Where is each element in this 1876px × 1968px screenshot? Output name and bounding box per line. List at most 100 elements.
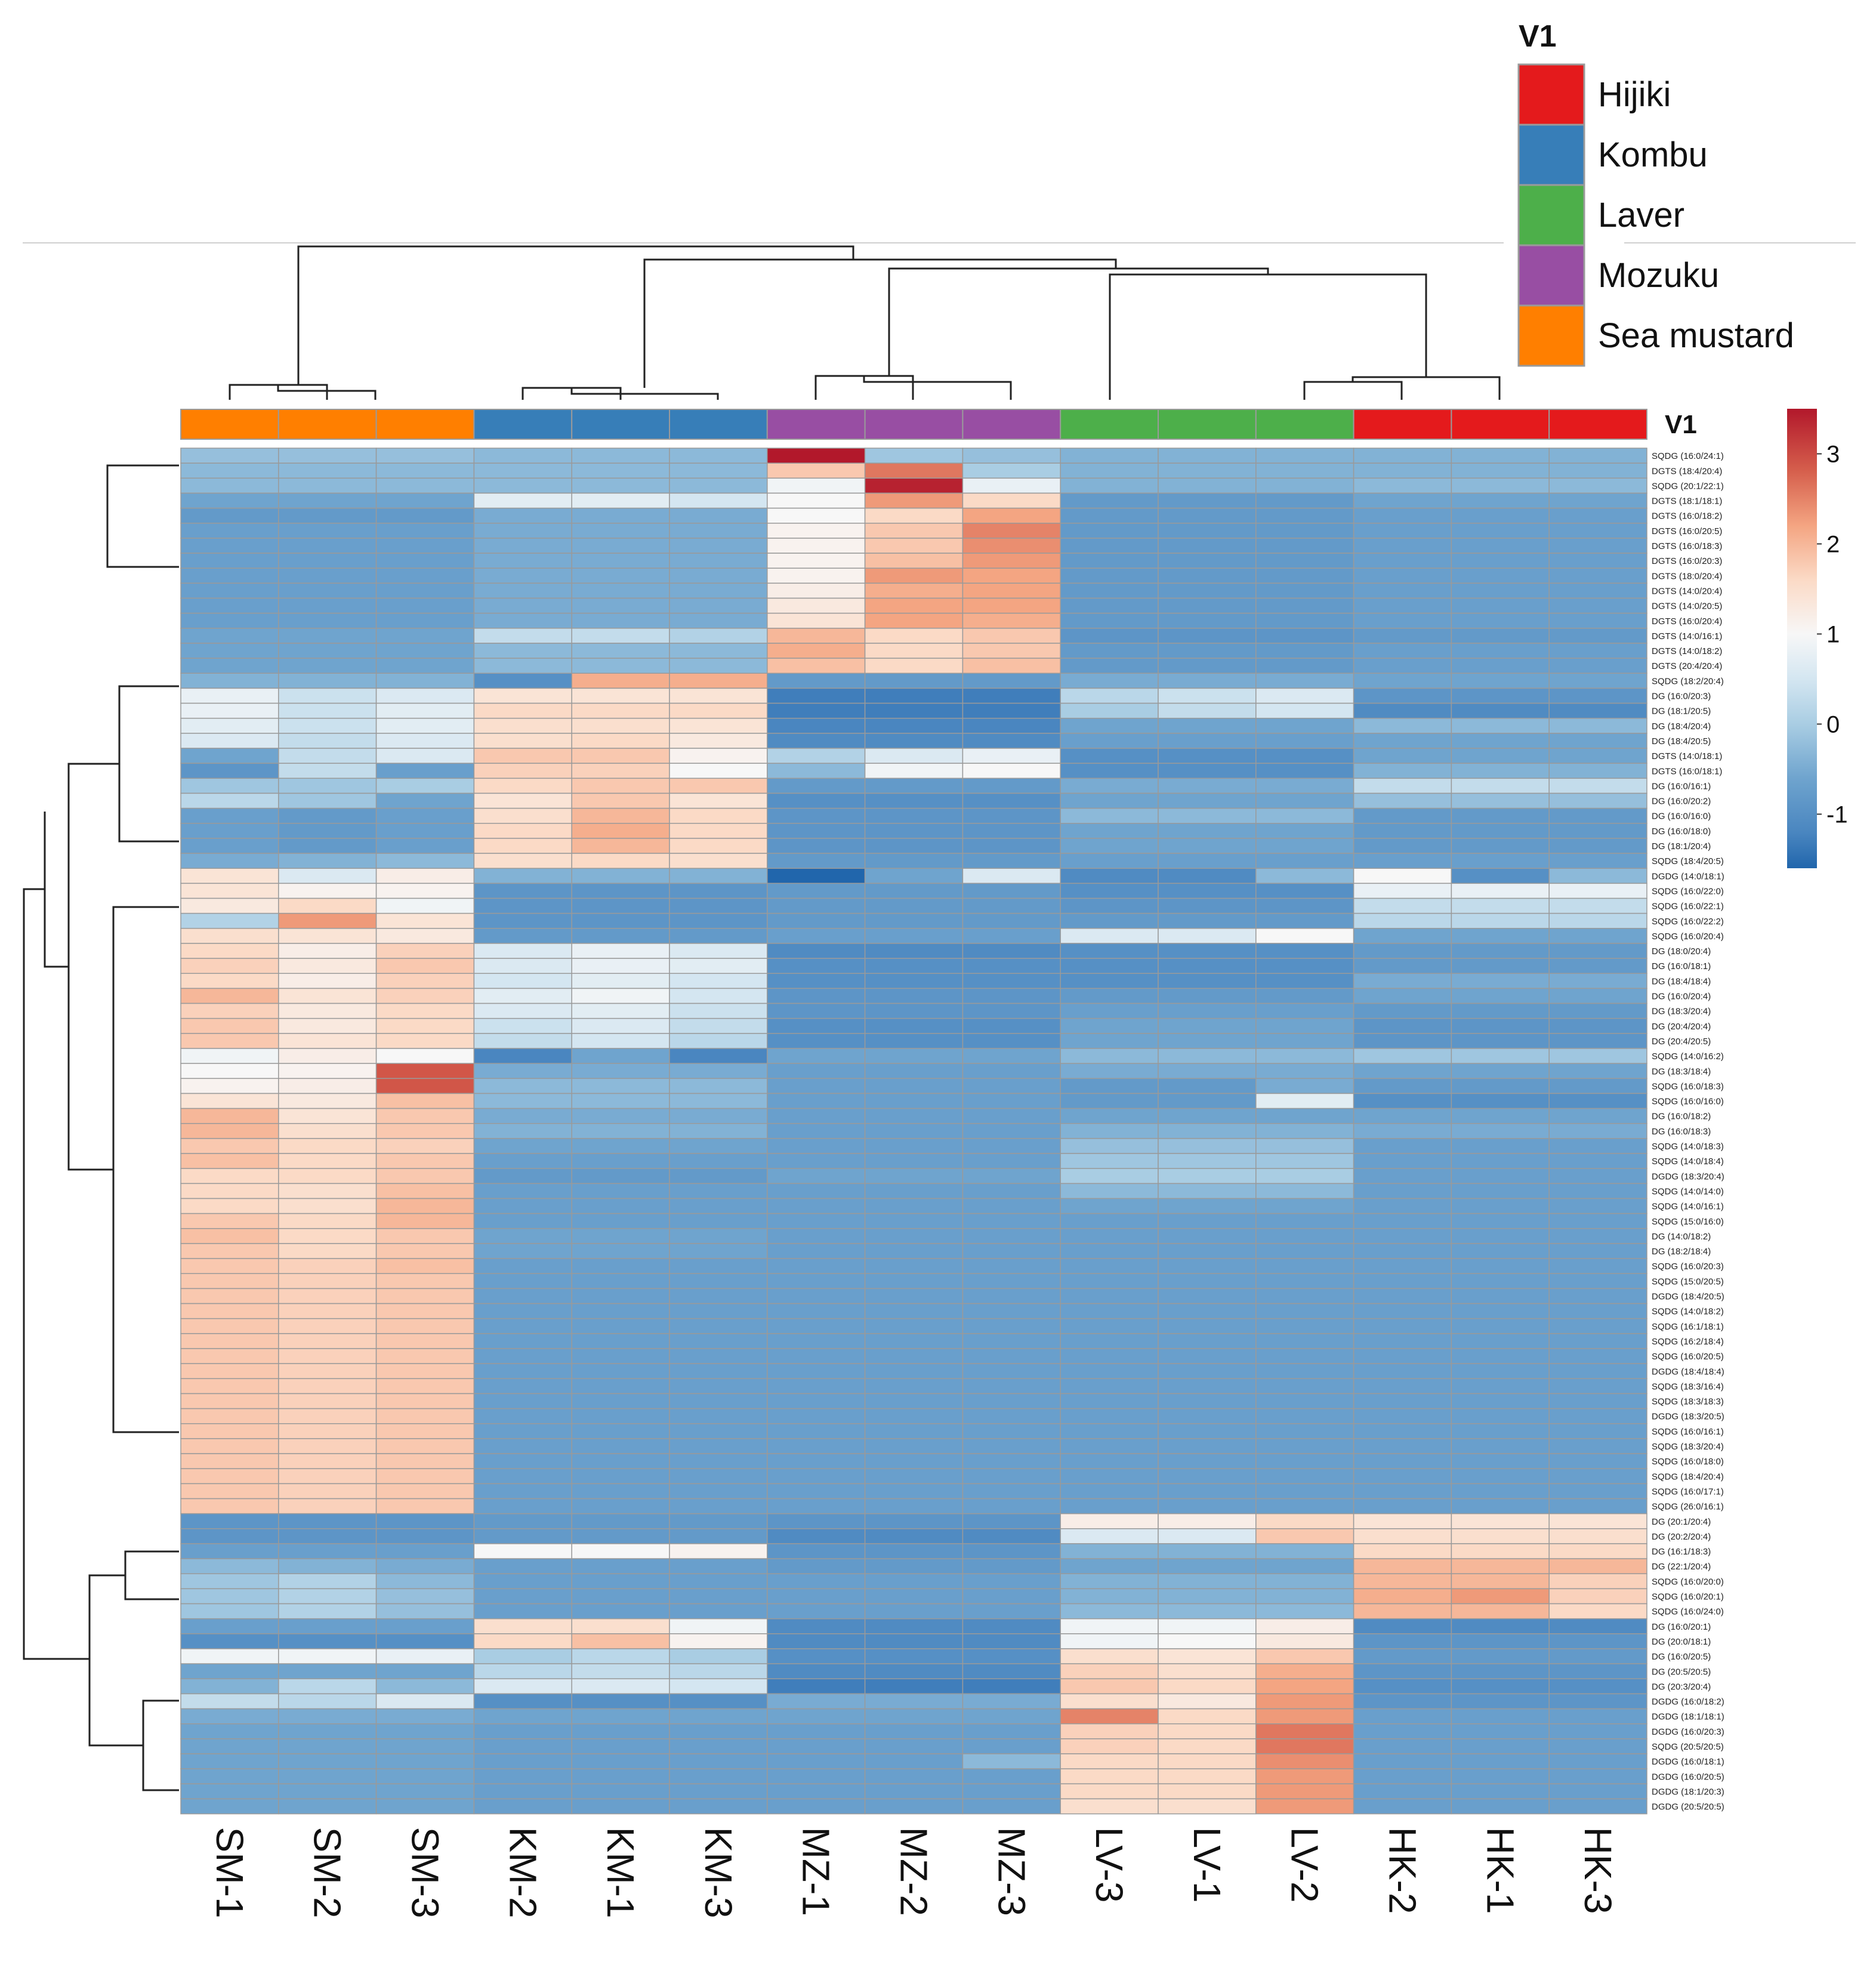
heatmap-cell: [278, 523, 377, 539]
heatmap-cell: [278, 507, 377, 524]
heatmap-cell: [669, 1228, 768, 1244]
heatmap-cell: [1255, 1378, 1354, 1395]
heatmap-cell: [1548, 1783, 1647, 1800]
heatmap-cell: [1451, 943, 1550, 959]
heatmap-cell: [278, 1528, 377, 1544]
heatmap-cell: [767, 1228, 866, 1244]
heatmap-cell: [1451, 1378, 1550, 1395]
heatmap-cell: [1060, 897, 1159, 914]
heatmap-cell: [1255, 1633, 1354, 1649]
heatmap-cell: [1060, 1633, 1159, 1649]
heatmap-cell: [864, 1588, 964, 1605]
heatmap-cell: [375, 523, 475, 539]
annotation-cell: [766, 409, 866, 440]
row-label: SQDG (18:4/20:5): [1652, 856, 1724, 866]
heatmap-cell: [864, 1363, 964, 1380]
heatmap-cell: [1353, 1498, 1452, 1514]
heatmap-cell: [1060, 477, 1159, 494]
heatmap-cell: [1548, 477, 1647, 494]
heatmap-cell: [1060, 1708, 1159, 1725]
heatmap-cell: [864, 1318, 964, 1334]
heatmap-cell: [571, 1483, 670, 1500]
heatmap-cell: [375, 838, 475, 854]
heatmap-cell: [1158, 492, 1257, 509]
heatmap-cell: [1255, 1798, 1354, 1815]
heatmap-cell: [375, 988, 475, 1004]
heatmap-cell: [180, 1648, 279, 1664]
heatmap-cell: [473, 943, 572, 959]
heatmap-cell: [278, 792, 377, 809]
heatmap-cell: [1060, 1273, 1159, 1290]
heatmap-cell: [962, 748, 1061, 764]
heatmap-cell: [1158, 1348, 1257, 1364]
heatmap-cell: [962, 1318, 1061, 1334]
heatmap-cell: [180, 673, 279, 689]
heatmap-cell: [669, 1453, 768, 1469]
heatmap-cell: [571, 733, 670, 749]
heatmap-cell: [864, 492, 964, 509]
heatmap-cell: [962, 477, 1061, 494]
heatmap-cell: [864, 1693, 964, 1710]
heatmap-cell: [473, 1468, 572, 1485]
row-label: SQDG (16:0/18:3): [1652, 1081, 1724, 1091]
heatmap-cell: [1451, 507, 1550, 524]
heatmap-cell: [571, 1213, 670, 1229]
heatmap-cell: [571, 582, 670, 599]
heatmap-cell: [473, 1663, 572, 1680]
heatmap-cell: [669, 943, 768, 959]
heatmap-cell: [1255, 1528, 1354, 1544]
heatmap-cell: [1451, 628, 1550, 644]
heatmap-cell: [669, 1078, 768, 1094]
heatmap-cell: [1353, 1753, 1452, 1769]
heatmap-cell: [571, 1618, 670, 1634]
heatmap-cell: [1353, 792, 1452, 809]
heatmap-cell: [180, 1017, 279, 1034]
heatmap-cell: [571, 853, 670, 869]
heatmap-cell: [767, 883, 866, 899]
annotation-cell: [375, 409, 475, 440]
row-label: DGTS (18:4/20:4): [1652, 466, 1722, 476]
heatmap-cell: [962, 1753, 1061, 1769]
heatmap-cell: [767, 1108, 866, 1124]
heatmap-cell: [1158, 792, 1257, 809]
heatmap-cell: [1353, 1708, 1452, 1725]
heatmap-cell: [473, 1213, 572, 1229]
heatmap-cell: [1451, 658, 1550, 674]
heatmap-cell: [180, 1213, 279, 1229]
heatmap-cell: [473, 1002, 572, 1019]
heatmap-cell: [962, 717, 1061, 734]
heatmap-cell: [1548, 553, 1647, 569]
heatmap-cell: [278, 1348, 377, 1364]
heatmap-cell: [1353, 897, 1452, 914]
heatmap-cell: [1060, 823, 1159, 839]
heatmap-cell: [1060, 1618, 1159, 1634]
heatmap-cell: [1060, 597, 1159, 614]
heatmap-cell: [1548, 1768, 1647, 1785]
heatmap-cell: [473, 1228, 572, 1244]
heatmap-cell: [375, 1648, 475, 1664]
heatmap-cell: [375, 853, 475, 869]
heatmap-cell: [571, 1678, 670, 1695]
row-dendrogram: [23, 464, 179, 1791]
heatmap-cell: [1060, 492, 1159, 509]
heatmap-cell: [1158, 1573, 1257, 1590]
heatmap-cell: [1255, 988, 1354, 1004]
heatmap-cell: [1255, 1153, 1354, 1169]
heatmap-cell: [1255, 1093, 1354, 1109]
heatmap-cell: [1158, 523, 1257, 539]
heatmap-cell: [1548, 1243, 1647, 1259]
heatmap-cell: [669, 523, 768, 539]
row-label: SQDG (16:0/20:0): [1652, 1577, 1724, 1587]
row-label: SQDG (16:1/18:1): [1652, 1322, 1724, 1332]
heatmap-cell: [962, 1528, 1061, 1544]
heatmap-cell: [571, 628, 670, 644]
annotation-cell: [1353, 409, 1452, 440]
row-label: SQDG (16:0/20:5): [1652, 1352, 1724, 1362]
heatmap-cell: [278, 1153, 377, 1169]
heatmap-cell: [669, 1663, 768, 1680]
heatmap-cell: [962, 838, 1061, 854]
heatmap-cell: [962, 1078, 1061, 1094]
heatmap-cell: [473, 912, 572, 929]
heatmap-cell: [1451, 973, 1550, 989]
